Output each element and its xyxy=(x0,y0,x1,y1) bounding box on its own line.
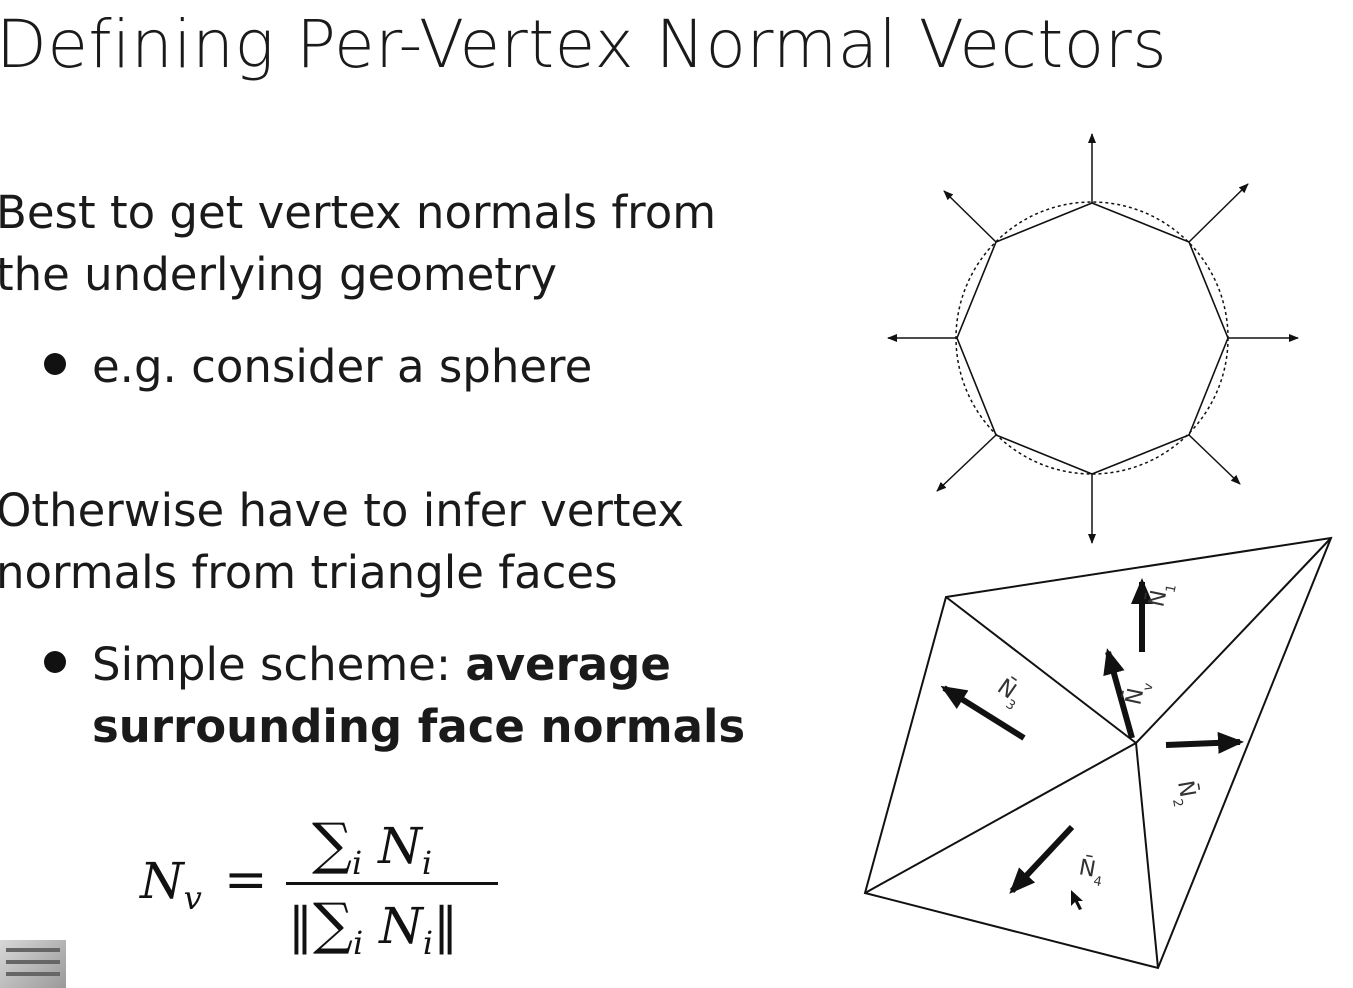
vertex-normal-arrow xyxy=(1188,183,1249,243)
vertex-normal-nv-arrow xyxy=(1103,648,1135,739)
formula-den-index: i xyxy=(352,924,364,962)
mesh-edge xyxy=(945,596,1137,744)
bullet-dot-icon xyxy=(44,651,66,673)
mesh-outline xyxy=(863,536,1333,970)
mesh-edge xyxy=(1135,537,1332,744)
slide-title: Defining Per-Vertex Normal Vectors xyxy=(0,6,1168,83)
formula-lhs: Nv xyxy=(140,852,202,917)
formula-numerator: ∑i Ni xyxy=(312,812,432,882)
bullet-scheme: Simple scheme: average surrounding face … xyxy=(44,634,745,758)
norm-left: ‖ xyxy=(288,897,313,955)
paragraph-geometry: Best to get vertex normals from the unde… xyxy=(0,182,716,306)
bullet-dot-icon xyxy=(44,353,66,375)
bullet-sphere: e.g. consider a sphere xyxy=(44,336,592,398)
formula-num-index: i xyxy=(351,844,363,882)
formula-lhs-sub: v xyxy=(183,879,202,917)
face-normal-n2-arrow xyxy=(1165,731,1244,754)
label-n1: N̄1 xyxy=(1143,580,1179,611)
paragraph-geometry-line-2: the underlying geometry xyxy=(0,248,558,301)
formula-denominator: ‖∑i Ni‖ xyxy=(288,892,458,962)
sum-icon: ∑ xyxy=(313,892,353,957)
sphere-normals-diagram xyxy=(887,133,1299,544)
sum-icon: ∑ xyxy=(312,812,352,877)
bullet-scheme-bold-2: surrounding face normals xyxy=(92,700,746,753)
mouse-cursor-icon xyxy=(1071,890,1083,910)
fraction-bar xyxy=(286,882,498,885)
formula-den-term: N xyxy=(363,897,423,955)
paragraph-infer-line-1: Otherwise have to infer vertex xyxy=(0,484,685,537)
bullet-scheme-bold-1: average xyxy=(465,638,671,691)
triangle-faces-diagram: N̄1 N̄v N̄3 N̄2 N̄4 xyxy=(863,536,1333,970)
vertex-normal-arrow xyxy=(1188,434,1241,485)
formula-den-term-sub: i xyxy=(422,924,434,962)
bullet-sphere-text: e.g. consider a sphere xyxy=(92,340,593,393)
face-normal-n4-arrow xyxy=(1009,824,1075,894)
paragraph-infer-line-2: normals from triangle faces xyxy=(0,546,618,599)
webcam-thumbnail-corner xyxy=(0,940,66,988)
formula-num-term: N xyxy=(362,817,422,875)
label-n2: N̄2 xyxy=(1166,779,1202,809)
vertex-normal-arrow xyxy=(943,190,997,243)
vertex-normal-arrow xyxy=(936,434,997,492)
label-n3: N̄3 xyxy=(989,674,1028,714)
label-nv: N̄v xyxy=(1120,678,1156,709)
mesh-edge xyxy=(864,742,1137,894)
sphere-outline xyxy=(955,201,1229,475)
formula-lhs-symbol: N xyxy=(140,852,184,910)
face-normal-n3-arrow xyxy=(940,685,1026,741)
norm-right: ‖ xyxy=(433,897,459,955)
mesh-edge xyxy=(1135,742,1159,969)
bullet-scheme-prefix: Simple scheme: xyxy=(92,638,466,691)
formula-equals: = xyxy=(224,850,268,910)
paragraph-geometry-line-1: Best to get vertex normals from xyxy=(0,186,717,239)
octagon-mesh xyxy=(956,202,1229,475)
formula-num-term-sub: i xyxy=(421,844,433,882)
paragraph-infer: Otherwise have to infer vertex normals f… xyxy=(0,480,684,604)
label-n4: N̄4 xyxy=(1076,854,1106,890)
